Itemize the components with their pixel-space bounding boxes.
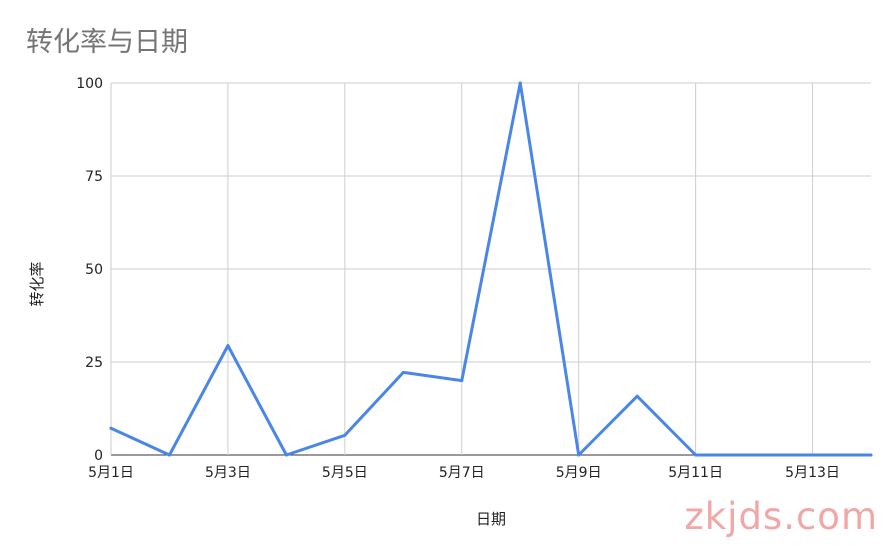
- chart-title: 转化率与日期: [26, 27, 188, 58]
- data-point: [635, 394, 639, 398]
- data-point: [752, 453, 756, 457]
- x-axis-ticks: 5月1日 5月3日 5月5日 5月7日 5月9日 5月11日 5月13日: [88, 465, 840, 481]
- data-point: [284, 453, 288, 457]
- data-point: [869, 453, 873, 457]
- data-point: [460, 379, 464, 383]
- x-tick-label: 5月13日: [785, 465, 840, 481]
- grid: [110, 82, 871, 456]
- watermark: zkjds.com: [684, 495, 878, 538]
- y-tick-label: 75: [85, 169, 103, 185]
- data-point: [226, 344, 230, 348]
- x-tick-label: 5月1日: [88, 465, 134, 481]
- data-point: [343, 433, 347, 437]
- data-point: [577, 453, 581, 457]
- y-tick-label: 100: [76, 76, 103, 92]
- data-point: [694, 453, 698, 457]
- y-tick-label: 50: [85, 262, 103, 278]
- data-point: [167, 453, 171, 457]
- y-axis-ticks: 0 25 50 75 100: [76, 76, 103, 464]
- y-tick-label: 25: [85, 355, 103, 371]
- series-line: [109, 81, 873, 457]
- data-point: [109, 426, 113, 430]
- x-axis-title: 日期: [476, 510, 506, 528]
- x-tick-label: 5月7日: [439, 465, 485, 481]
- data-point: [518, 81, 522, 85]
- series: [109, 81, 873, 457]
- x-tick-label: 5月3日: [205, 465, 251, 481]
- data-point: [401, 370, 405, 374]
- y-axis-title: 转化率: [28, 261, 46, 306]
- data-point: [811, 453, 815, 457]
- x-tick-label: 5月9日: [556, 465, 602, 481]
- x-tick-label: 5月11日: [668, 465, 723, 481]
- x-tick-label: 5月5日: [322, 465, 368, 481]
- y-tick-label: 0: [94, 448, 103, 464]
